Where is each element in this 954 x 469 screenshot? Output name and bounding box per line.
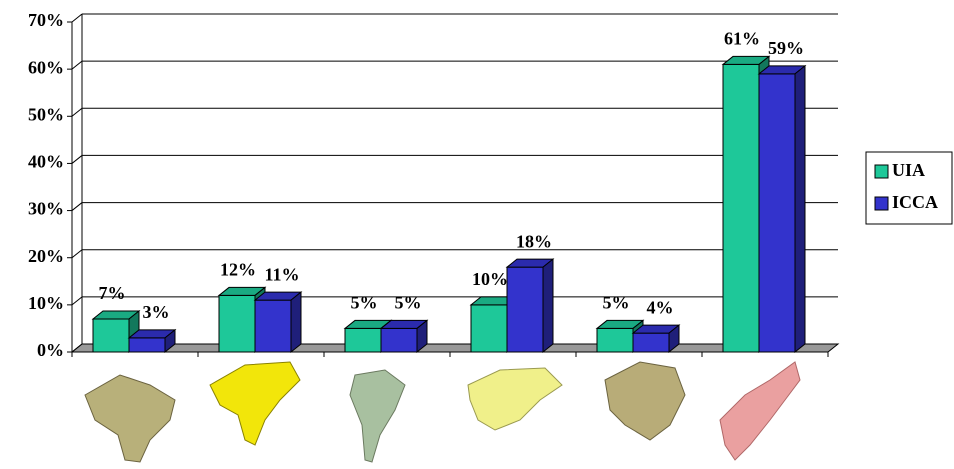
y-tick-label: 40% bbox=[28, 152, 64, 172]
bar-group bbox=[127, 328, 177, 354]
bar-side bbox=[794, 64, 806, 354]
legend-box bbox=[865, 151, 953, 225]
grid-line-side bbox=[71, 13, 83, 23]
grid-line-side bbox=[71, 296, 83, 306]
y-tick-label: 30% bbox=[28, 199, 64, 219]
bar-group bbox=[379, 319, 429, 354]
map-oceania bbox=[604, 361, 686, 441]
value-label: 5% bbox=[603, 293, 630, 313]
bar bbox=[506, 266, 544, 353]
legend: UIA ICCA bbox=[865, 151, 953, 225]
legend-swatch bbox=[874, 196, 889, 211]
value-label: 10% bbox=[472, 269, 508, 289]
legend-swatch bbox=[874, 164, 889, 179]
bar-side bbox=[542, 258, 554, 354]
y-tick-label: 20% bbox=[28, 246, 64, 266]
y-tick-label: 10% bbox=[28, 293, 64, 313]
bar bbox=[758, 73, 796, 353]
grid-line-side bbox=[71, 107, 83, 117]
bar bbox=[380, 327, 418, 353]
y-tick-label: 70% bbox=[28, 10, 64, 30]
bar bbox=[254, 299, 292, 353]
bar-group bbox=[253, 291, 303, 354]
grid-line-side bbox=[71, 343, 83, 353]
bar-side bbox=[290, 291, 302, 354]
value-label: 59% bbox=[768, 38, 804, 58]
bar-group bbox=[505, 258, 555, 354]
bar bbox=[218, 294, 256, 353]
bar bbox=[632, 332, 670, 353]
grid-line-side bbox=[71, 249, 83, 259]
value-label: 11% bbox=[264, 264, 299, 284]
value-label: 5% bbox=[351, 293, 378, 313]
y-tick-label: 50% bbox=[28, 104, 64, 124]
legend-label: ICCA bbox=[892, 192, 938, 212]
value-label: 18% bbox=[516, 231, 552, 251]
map-north-america bbox=[209, 361, 301, 446]
y-tick-label: 0% bbox=[37, 340, 64, 360]
y-tick-label: 60% bbox=[28, 57, 64, 77]
bar-group bbox=[757, 64, 807, 354]
bar-group bbox=[631, 324, 681, 354]
bar bbox=[128, 337, 166, 353]
value-label: 4% bbox=[647, 297, 674, 317]
bar bbox=[722, 63, 760, 353]
grid-line-side bbox=[71, 60, 83, 70]
value-label: 61% bbox=[724, 29, 760, 49]
bar bbox=[596, 327, 634, 353]
value-label: 12% bbox=[220, 260, 256, 280]
region-maps bbox=[84, 361, 801, 463]
bar-side bbox=[668, 324, 680, 354]
grid-line-side bbox=[71, 202, 83, 211]
bar bbox=[92, 318, 130, 353]
bar bbox=[470, 304, 508, 353]
bar bbox=[344, 327, 382, 353]
grid-line-side bbox=[71, 155, 83, 164]
bar-side bbox=[164, 328, 176, 354]
map-south-america bbox=[349, 369, 406, 463]
value-label: 7% bbox=[99, 283, 126, 303]
value-label: 5% bbox=[395, 293, 422, 313]
bar-side bbox=[416, 319, 428, 354]
map-asia bbox=[467, 367, 563, 431]
map-africa bbox=[84, 374, 176, 463]
map-europe bbox=[719, 361, 801, 461]
value-label: 3% bbox=[143, 302, 170, 322]
legend-label: UIA bbox=[892, 160, 925, 180]
